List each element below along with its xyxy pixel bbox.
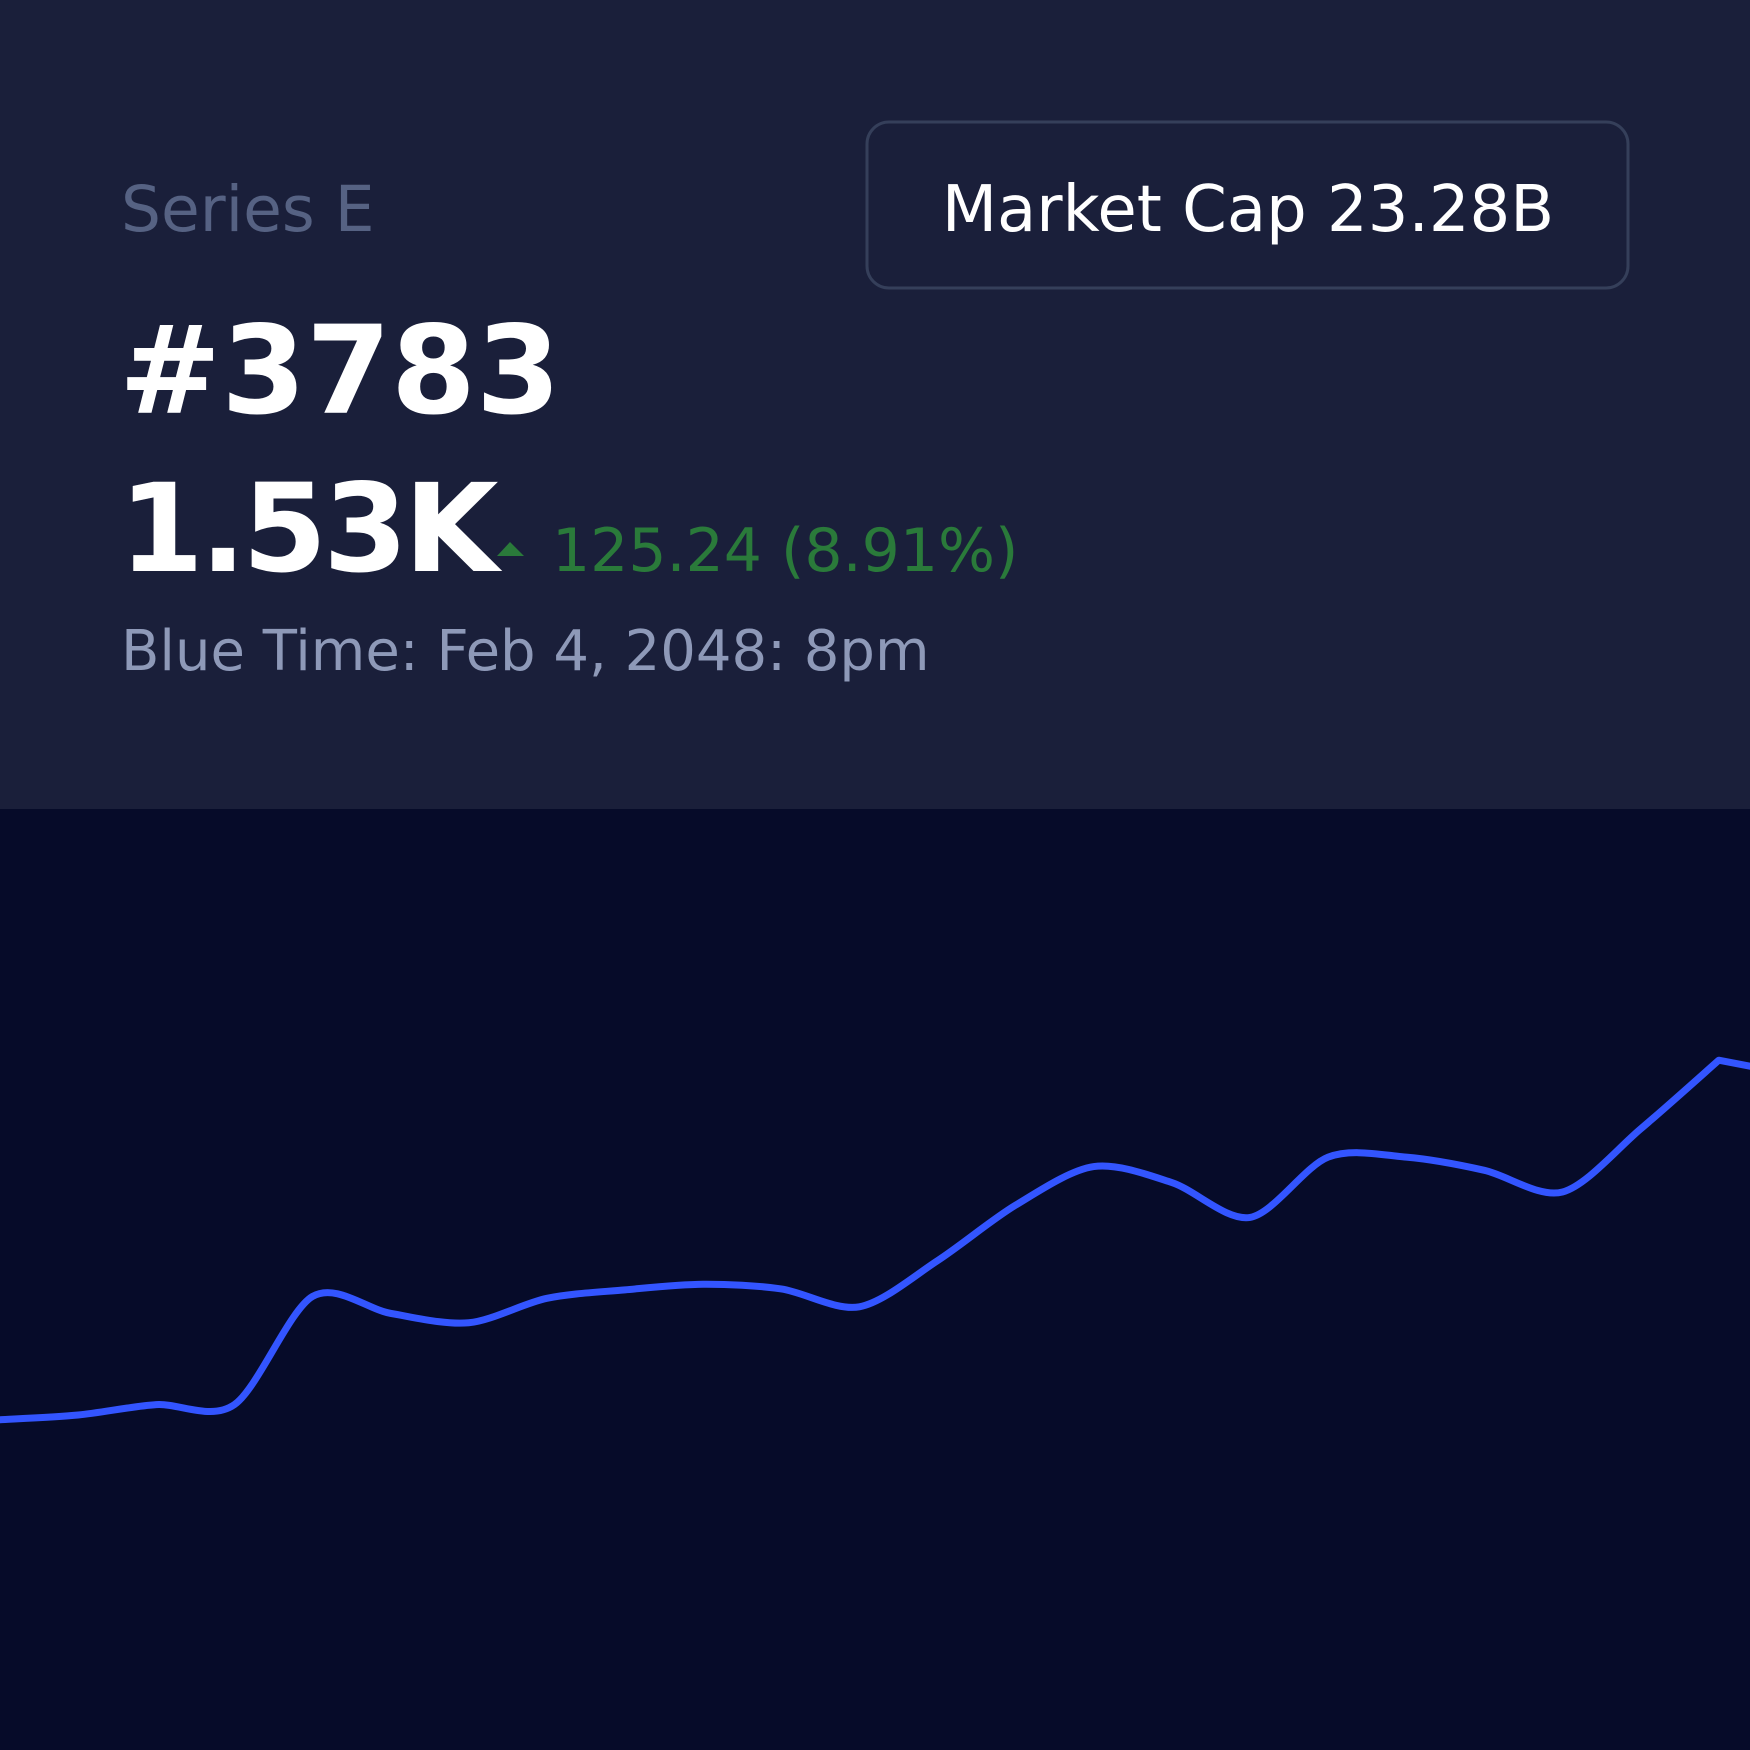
series-label: Series E xyxy=(121,173,375,246)
item-id: #3783 xyxy=(119,300,561,442)
header-panel xyxy=(0,0,1750,809)
chart-panel xyxy=(0,809,1750,1750)
market-cap-badge xyxy=(865,120,1630,290)
timestamp: Blue Time: Feb 4, 2048: 8pm xyxy=(121,619,930,684)
price-line xyxy=(0,1056,1750,1424)
price-change: 125.24 (8.91%) xyxy=(552,516,1018,586)
up-arrow xyxy=(497,542,524,556)
market-cap: Market Cap 23.28B xyxy=(942,173,1554,247)
price: 1.53K xyxy=(119,458,503,600)
